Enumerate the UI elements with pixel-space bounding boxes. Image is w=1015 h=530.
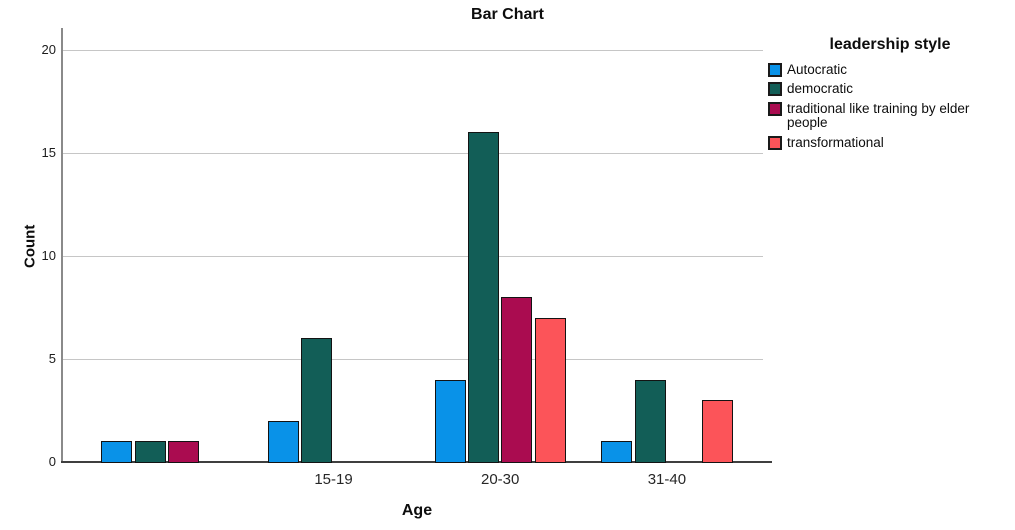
legend: leadership style Autocratic democratic tra…: [768, 36, 1012, 155]
x-category-label: 31-40: [647, 471, 687, 488]
y-tick-label: 20: [41, 42, 56, 57]
y-tick-label: 15: [41, 145, 56, 160]
legend-item: transformational: [768, 134, 1012, 150]
legend-swatch-icon: [768, 135, 782, 150]
gridline: [63, 152, 763, 154]
bar: [701, 400, 733, 463]
bar: [534, 317, 566, 463]
legend-item: traditional like training by elder peopl…: [768, 100, 1012, 131]
bar: [134, 441, 166, 463]
legend-swatch-icon: [768, 82, 782, 97]
bar: [434, 379, 466, 463]
bar: [468, 132, 499, 463]
legend-items: Autocratic democratic traditional like tra…: [768, 62, 1012, 150]
legend-label: democratic: [787, 81, 854, 97]
x-axis-title: Age: [401, 502, 433, 519]
bar: [101, 441, 133, 463]
bar: [501, 297, 533, 463]
chart-title: Bar Chart: [471, 6, 544, 23]
legend-item: democratic: [768, 81, 1012, 97]
gridline: [63, 358, 763, 360]
bar: [634, 379, 666, 463]
legend-label: Autocratic: [787, 62, 848, 77]
x-category-label: 15-19: [314, 471, 353, 488]
legend-label: traditional like training by elder peopl…: [787, 100, 970, 131]
x-category-label: 20-30: [481, 471, 520, 488]
bar: [301, 338, 333, 463]
gridline: [63, 255, 763, 257]
legend-item: Autocratic: [768, 62, 1012, 77]
y-axis-line: [61, 28, 63, 462]
legend-label: transformational: [787, 134, 884, 150]
bar: [267, 420, 299, 463]
legend-swatch-icon: [768, 101, 782, 116]
y-tick-label: 5: [48, 351, 56, 366]
y-tick-label: 10: [41, 248, 56, 263]
bar: [168, 441, 199, 463]
legend-title: leadership style: [829, 36, 951, 53]
bar: [601, 441, 633, 463]
gridline: [63, 49, 763, 51]
x-axis-line: [61, 461, 772, 463]
y-tick-label: 0: [48, 454, 56, 469]
legend-swatch-icon: [768, 63, 782, 77]
